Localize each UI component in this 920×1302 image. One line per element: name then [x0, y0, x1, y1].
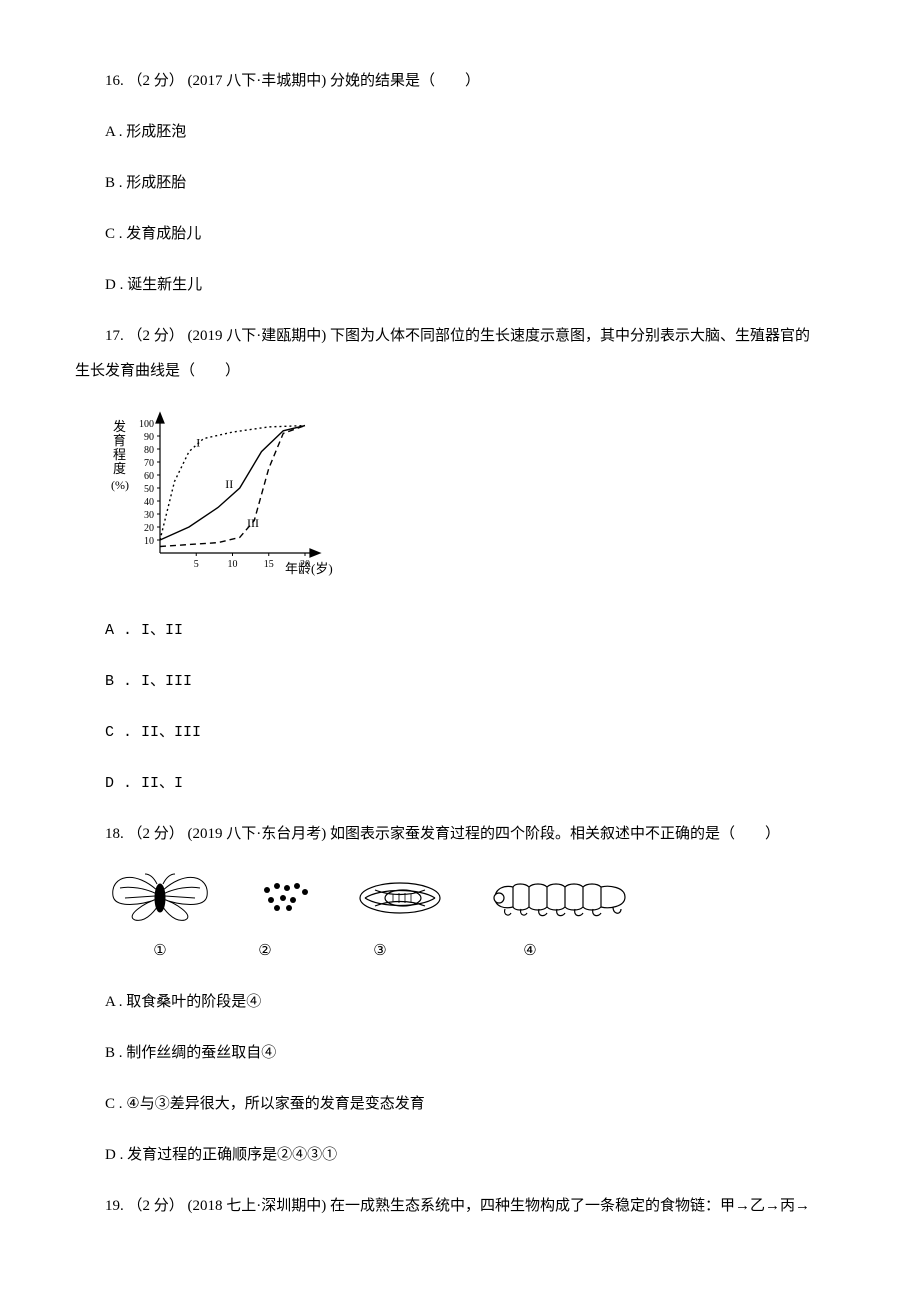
q17-stem-line1: 17. （2 分） (2019 八下·建瓯期中) 下图为人体不同部位的生长速度示…	[75, 323, 845, 350]
svg-text:度: 度	[113, 461, 126, 476]
svg-text:发: 发	[113, 419, 126, 434]
svg-text:90: 90	[144, 432, 154, 443]
q18-option-b: B . 制作丝绸的蚕丝取自④	[75, 1040, 845, 1067]
svg-text:100: 100	[139, 419, 154, 430]
svg-text:15: 15	[264, 559, 274, 570]
q18-label-row: ① ② ③ ④	[105, 938, 845, 965]
silkworm-moth-icon	[105, 868, 215, 928]
svg-text:10: 10	[228, 559, 238, 570]
svg-text:育: 育	[113, 433, 126, 448]
svg-text:60: 60	[144, 471, 154, 482]
silkworm-cocoon-icon	[355, 878, 445, 918]
xlabel: 年龄(岁)	[285, 561, 333, 576]
q16-stem: 16. （2 分） (2017 八下·丰城期中) 分娩的结果是（ ）	[75, 68, 845, 95]
svg-text:10: 10	[144, 536, 154, 547]
q18-label-1: ①	[105, 938, 215, 965]
q16-option-c: C . 发育成胎儿	[75, 221, 845, 248]
q18-figure-row	[105, 868, 845, 928]
q18-stem: 18. （2 分） (2019 八下·东台月考) 如图表示家蚕发育过程的四个阶段…	[75, 821, 845, 848]
q18-option-a: A . 取食桑叶的阶段是④	[75, 989, 845, 1016]
svg-text:程: 程	[113, 447, 126, 462]
q17-option-a: A . I、II	[75, 617, 845, 644]
q19-stem: 19. （2 分） (2018 七上·深圳期中) 在一成熟生态系统中，四种生物构…	[75, 1193, 845, 1220]
q17-option-d: D . II、I	[75, 770, 845, 797]
svg-text:30: 30	[144, 510, 154, 521]
svg-text:20: 20	[144, 523, 154, 534]
q17-growth-chart: 发 育 程 度 (%) 102030405060708090100 510152…	[105, 403, 845, 593]
q18-label-3: ③	[315, 938, 445, 965]
q16-option-b: B . 形成胚胎	[75, 170, 845, 197]
q17-stem-line2: 生长发育曲线是（ ）	[75, 358, 845, 385]
svg-text:70: 70	[144, 458, 154, 469]
q18-label-2: ②	[215, 938, 315, 965]
svg-text:III: III	[247, 516, 259, 530]
svg-text:80: 80	[144, 445, 154, 456]
growth-chart-svg: 发 育 程 度 (%) 102030405060708090100 510152…	[105, 403, 335, 583]
svg-text:50: 50	[144, 484, 154, 495]
silkworm-eggs-icon	[255, 878, 315, 918]
q16-option-d: D . 诞生新生儿	[75, 272, 845, 299]
svg-text:II: II	[225, 477, 233, 491]
svg-text:5: 5	[194, 559, 199, 570]
svg-text:(%): (%)	[111, 478, 129, 492]
q18-option-d: D . 发育过程的正确顺序是②④③①	[75, 1142, 845, 1169]
q17-option-c: C . II、III	[75, 719, 845, 746]
q16-option-a: A . 形成胚泡	[75, 119, 845, 146]
q17-option-b: B . I、III	[75, 668, 845, 695]
exam-page: 16. （2 分） (2017 八下·丰城期中) 分娩的结果是（ ） A . 形…	[0, 0, 920, 1278]
silkworm-larva-icon	[485, 873, 635, 923]
q18-option-c: C . ④与③差异很大，所以家蚕的发育是变态发育	[75, 1091, 845, 1118]
svg-text:40: 40	[144, 497, 154, 508]
q18-label-4: ④	[445, 938, 615, 965]
svg-text:I: I	[196, 435, 200, 449]
